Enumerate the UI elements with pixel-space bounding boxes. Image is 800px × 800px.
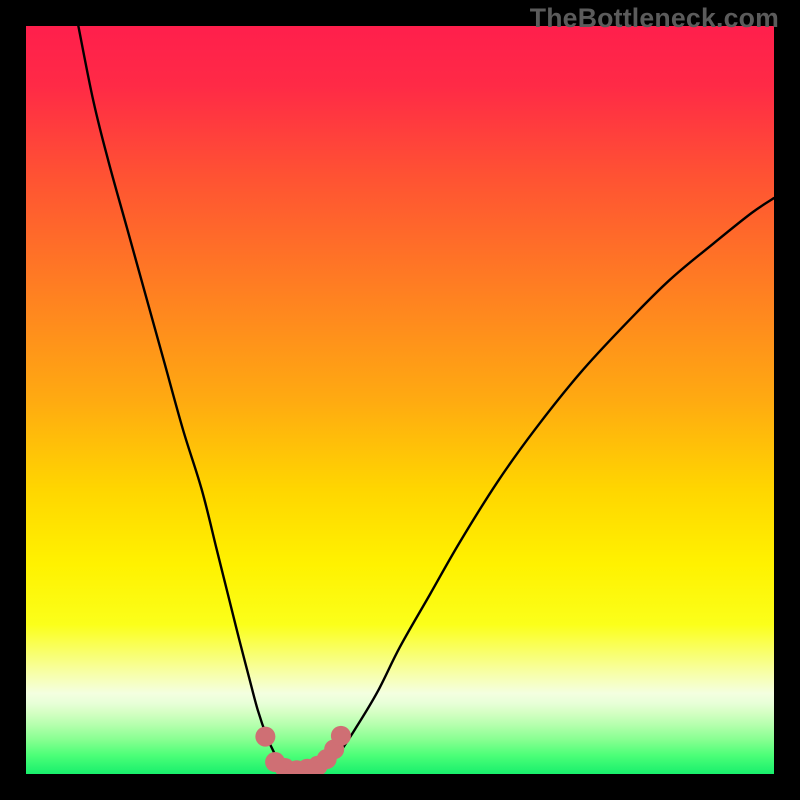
gradient-background bbox=[26, 26, 774, 774]
valley-marker bbox=[331, 726, 351, 746]
plot-area bbox=[26, 26, 774, 774]
watermark-text: TheBottleneck.com bbox=[530, 3, 779, 34]
plot-svg bbox=[26, 26, 774, 774]
valley-marker bbox=[255, 727, 275, 747]
